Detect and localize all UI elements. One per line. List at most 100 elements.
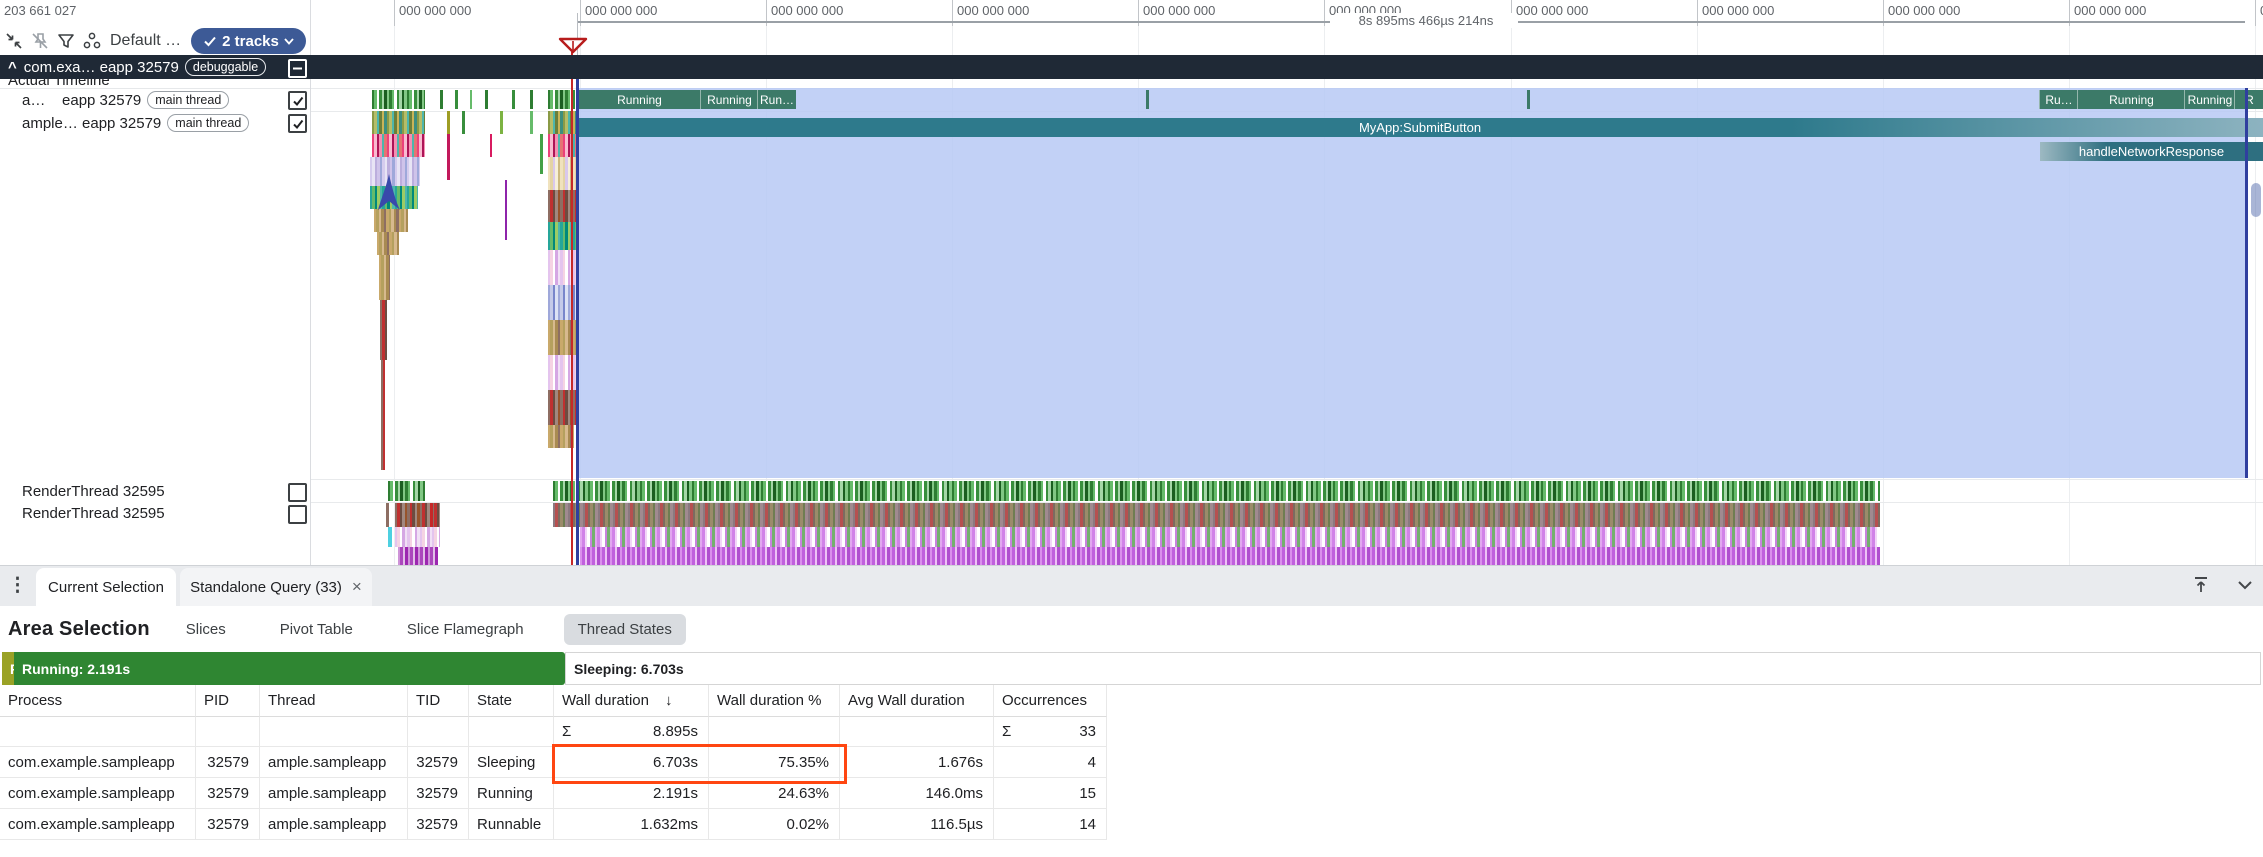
track-row-actual-timeline[interactable]: Actual Timeline	[0, 79, 310, 89]
track-row-main-thread-state[interactable]: a… eapp 32579 main thread	[22, 91, 230, 109]
panel-menu-icon[interactable]: ⋮	[8, 575, 27, 596]
expand-panel-icon[interactable]	[2191, 575, 2211, 595]
summary-total: 33	[1079, 723, 1096, 740]
ruler-tick-label: 000 000 000	[399, 3, 472, 18]
state-bar-segment[interactable]: Sleeping: 6.703s	[565, 652, 2261, 685]
table-cell[interactable]: 2.191s	[554, 778, 709, 809]
timeline-area[interactable]: Running Running Run… Ru… Running Running R MyAp…	[0, 0, 2263, 565]
table-cell[interactable]: ample.sampleapp	[260, 778, 408, 809]
workspace-selector[interactable]: Default …	[110, 31, 182, 49]
track-activity-stripes	[548, 250, 577, 285]
process-group-header[interactable]: ^ com.exa… eapp 32579 debuggable	[0, 55, 2263, 79]
table-cell[interactable]: 75.35%	[709, 747, 840, 778]
column-header-pid[interactable]: PID	[196, 685, 260, 717]
table-cell[interactable]: ample.sampleapp	[260, 747, 408, 778]
table-cell[interactable]: com.example.sampleapp	[0, 778, 196, 809]
column-header-occurrences[interactable]: Occurrences	[994, 685, 1107, 717]
selection-duration-label: 8s 895ms 466µs 214ns	[1336, 13, 1516, 28]
collapse-tracks-icon[interactable]	[4, 31, 24, 51]
table-cell[interactable]: Running	[469, 778, 554, 809]
collapse-caret-icon[interactable]: ^	[8, 58, 17, 76]
track-row-main-thread-slices[interactable]: ample… eapp 32579 main thread	[22, 114, 250, 132]
thread-state-summary-bar[interactable]: R Running: 2.191s Sleeping: 6.703s	[2, 652, 2261, 685]
table-cell[interactable]: 6.703s	[554, 747, 709, 778]
table-cell[interactable]: 4	[994, 747, 1107, 778]
track-checkbox-renderthread-state[interactable]	[288, 483, 307, 502]
summary-cell: Σ 8.895s	[554, 717, 709, 747]
table-cell[interactable]: 1.632ms	[554, 809, 709, 840]
thread-state-slice-running[interactable]: Running	[700, 90, 758, 109]
ruler-tick-label: 000 000 000	[585, 3, 658, 18]
area-selection-overlay[interactable]	[577, 88, 2245, 478]
ruler-origin-timestamp: 203 661 027	[4, 3, 77, 18]
caret-down-icon	[284, 38, 294, 45]
thread-state-slice-running[interactable]: Running	[2184, 90, 2235, 109]
thread-state-slice-running[interactable]: Ru…	[2039, 90, 2078, 109]
track-checkbox-main-thread-state[interactable]	[288, 91, 307, 110]
tracks-filter-pill[interactable]: 2 tracks	[191, 28, 306, 54]
track-row-renderthread-slices[interactable]: RenderThread 32595	[22, 505, 165, 522]
slice-handlenetworkresponse[interactable]: handleNetworkResponse	[2040, 142, 2263, 161]
state-bar-segment[interactable]: Running: 2.191s	[14, 652, 565, 685]
tab-standalone-query[interactable]: Standalone Query (33) ×	[180, 568, 372, 606]
pin-off-icon[interactable]	[30, 31, 50, 51]
table-cell[interactable]: 116.5µs	[840, 809, 994, 840]
track-label: Actual Timeline	[8, 79, 110, 89]
table-cell[interactable]: com.example.sampleapp	[0, 747, 196, 778]
track-activity-stripes	[548, 390, 577, 425]
table-cell[interactable]: 14	[994, 809, 1107, 840]
vertical-scrollbar-thumb[interactable]	[2251, 183, 2261, 217]
column-header-wall-duration-[interactable]: Wall duration %	[709, 685, 840, 717]
table-cell[interactable]: 32579	[196, 747, 260, 778]
column-header-process[interactable]: Process	[0, 685, 196, 717]
subtab-thread-states[interactable]: Thread States	[563, 613, 686, 645]
table-cell[interactable]: com.example.sampleapp	[0, 809, 196, 840]
workspaces-icon[interactable]	[82, 31, 102, 51]
column-header-thread[interactable]: Thread	[260, 685, 408, 717]
close-tab-icon[interactable]: ×	[351, 577, 362, 596]
track-checkbox-main-thread-slices[interactable]	[288, 114, 307, 133]
track-checkbox-renderthread-slices[interactable]	[288, 505, 307, 524]
thread-state-slice-running[interactable]: R	[2234, 90, 2263, 109]
column-header-avg-wall-duration[interactable]: Avg Wall duration	[840, 685, 994, 717]
table-cell[interactable]: ample.sampleapp	[260, 809, 408, 840]
filter-icon[interactable]	[56, 31, 76, 51]
sort-descending-icon[interactable]: ↓	[664, 692, 673, 709]
table-cell[interactable]: 146.0ms	[840, 778, 994, 809]
column-header-wall-duration[interactable]: Wall duration ↓	[554, 685, 709, 717]
table-cell[interactable]: 32579	[196, 809, 260, 840]
slice-tick	[470, 90, 472, 109]
column-header-tid[interactable]: TID	[408, 685, 469, 717]
thread-state-slice-running[interactable]: Running	[577, 90, 701, 109]
table-cell[interactable]: Runnable	[469, 809, 554, 840]
subtab-pivot-table[interactable]: Pivot Table	[279, 620, 353, 638]
thread-state-slice-running[interactable]: Run…	[757, 90, 796, 109]
thread-state-slice-running[interactable]: Running	[2077, 90, 2185, 109]
subtab-slices[interactable]: Slices	[185, 620, 226, 638]
table-cell[interactable]: 32579	[408, 747, 469, 778]
table-cell[interactable]: 32579	[408, 778, 469, 809]
slice-myapp-submitbutton[interactable]: MyApp:SubmitButton	[577, 118, 2263, 137]
selection-marker-flag[interactable]	[558, 37, 588, 54]
group-select-checkbox[interactable]	[288, 59, 307, 78]
tab-current-selection[interactable]: Current Selection	[36, 568, 176, 606]
table-cell[interactable]: 0.02%	[709, 809, 840, 840]
track-separator	[0, 502, 2263, 503]
table-cell[interactable]: 24.63%	[709, 778, 840, 809]
state-bar-segment[interactable]: R	[2, 652, 14, 685]
subtab-slice-flamegraph[interactable]: Slice Flamegraph	[406, 620, 524, 638]
table-cell[interactable]: Sleeping	[469, 747, 554, 778]
table-cell[interactable]: 1.676s	[840, 747, 994, 778]
chevron-down-icon[interactable]	[2237, 580, 2253, 590]
table-cell[interactable]: 32579	[196, 778, 260, 809]
track-activity-stripes	[377, 232, 399, 255]
summary-cell	[0, 717, 196, 747]
track-row-renderthread-state[interactable]: RenderThread 32595	[22, 483, 165, 500]
area-selection-subtabs: Slices Pivot Table Slice Flamegraph Thread …	[172, 613, 686, 645]
column-header-state[interactable]: State	[469, 685, 554, 717]
track-label: RenderThread 32595	[22, 483, 165, 500]
summary-cell	[709, 717, 840, 747]
table-cell[interactable]: 32579	[408, 809, 469, 840]
track-separator	[0, 479, 2263, 480]
table-cell[interactable]: 15	[994, 778, 1107, 809]
